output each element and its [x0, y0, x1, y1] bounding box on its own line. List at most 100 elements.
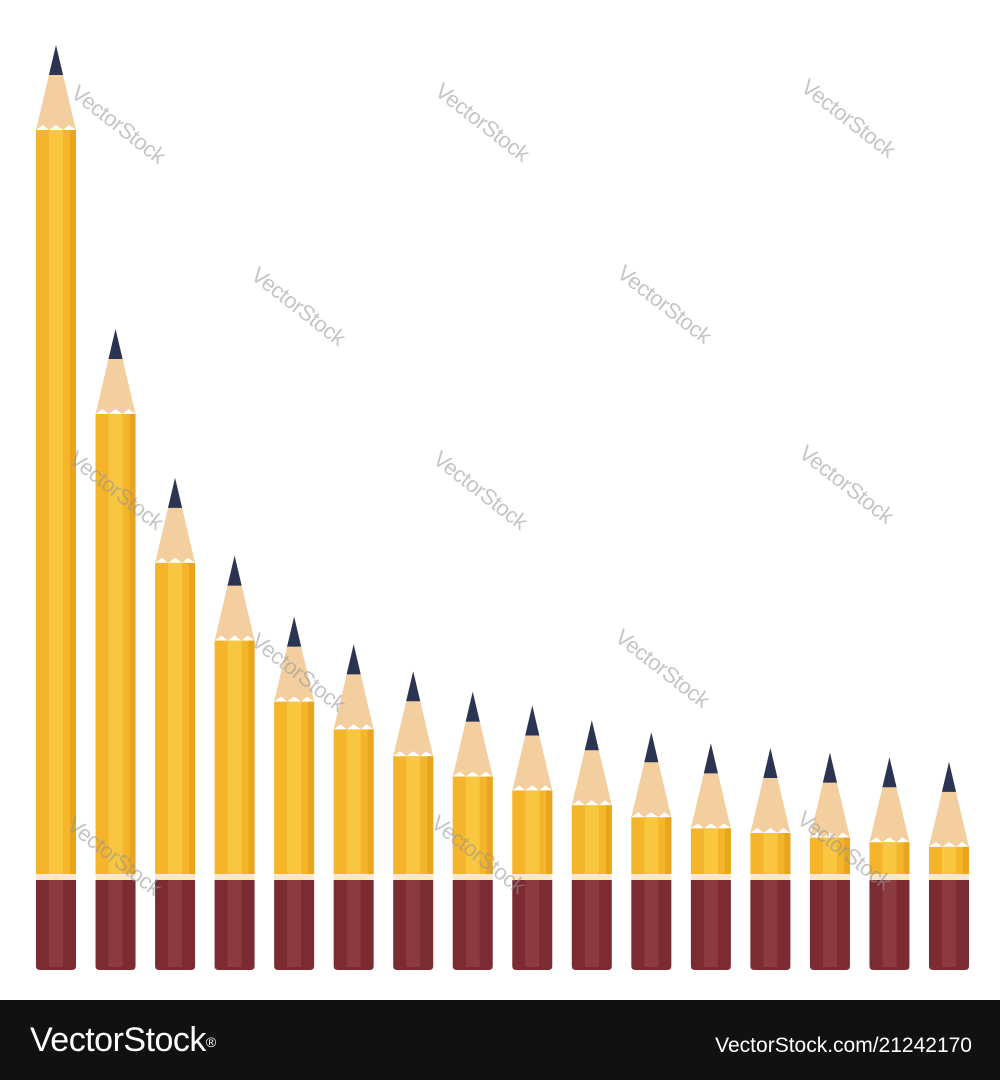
- pencil: [36, 45, 76, 970]
- pencil-ferrule: [214, 874, 255, 880]
- image-id-label: VectorStock.com/21242170: [715, 1034, 972, 1057]
- pencil-wood-tip: [36, 45, 76, 130]
- pencil-lead: [346, 644, 361, 675]
- pencil-ferrule: [809, 874, 850, 880]
- pencil-body-highlight: [703, 828, 718, 874]
- pencil-lead: [703, 743, 718, 774]
- pencil-body-highlight: [525, 790, 540, 874]
- pencil-lead: [406, 671, 421, 702]
- eraser-highlight: [287, 880, 302, 967]
- pencil-wood-tip: [333, 644, 374, 730]
- pencil-lead: [941, 761, 957, 792]
- pencil-ferrule: [274, 874, 315, 880]
- pencil-ferrule: [333, 874, 374, 880]
- pencil: [333, 644, 374, 970]
- pencil-ferrule: [631, 874, 672, 880]
- pencil: [869, 757, 910, 970]
- pencil-ferrule: [36, 874, 76, 880]
- pencil-ferrule: [452, 874, 493, 880]
- pencil-wood-tip: [214, 555, 255, 641]
- pencil-body-shadow: [843, 837, 850, 874]
- pencil-ferrule: [750, 874, 791, 880]
- pencil-body-shadow: [129, 413, 136, 874]
- pencil-body-shadow: [903, 842, 910, 874]
- registered-mark: ®: [205, 1034, 216, 1050]
- pencil-lead: [227, 555, 242, 586]
- footer-bar: VectorStock® VectorStock.com/21242170: [0, 1000, 1000, 1080]
- pencil-wood-tip: [155, 477, 196, 563]
- eraser-highlight: [49, 880, 63, 967]
- footer-logo[interactable]: VectorStock®: [30, 1020, 216, 1060]
- pencil-lead: [465, 691, 480, 722]
- pencil: [452, 691, 493, 970]
- pencil: [929, 761, 969, 970]
- pencil-body-shadow: [427, 756, 434, 874]
- pencil-body-highlight: [465, 776, 480, 874]
- pencil-body-shadow: [189, 562, 196, 874]
- pencil: [393, 671, 434, 970]
- pencil-ferrule: [571, 874, 612, 880]
- pencil-body-highlight: [346, 729, 361, 874]
- pencil: [631, 732, 672, 970]
- pencil-ferrule: [690, 874, 731, 880]
- pencil: [214, 555, 255, 970]
- pencil-body-shadow: [486, 776, 493, 874]
- pencil-lead: [584, 720, 599, 751]
- pencil: [809, 752, 850, 970]
- pencil-body-highlight: [763, 833, 778, 874]
- pencil-ferrule: [95, 874, 136, 880]
- pencil-wood-tip: [809, 752, 850, 838]
- pencil-lead: [882, 757, 897, 788]
- pencil-body-highlight: [584, 805, 599, 874]
- pencil: [155, 477, 196, 970]
- pencil-chart: [36, 45, 969, 970]
- pencil-wood-tip: [452, 691, 493, 777]
- pencil-body-shadow: [724, 828, 731, 874]
- pencil-body-shadow: [70, 130, 76, 874]
- pencil-wood-tip: [690, 743, 731, 829]
- pencil-ferrule: [512, 874, 553, 880]
- eraser-highlight: [406, 880, 421, 967]
- pencil-lead: [644, 732, 659, 763]
- eraser-highlight: [227, 880, 242, 967]
- pencil-body-highlight: [49, 130, 63, 874]
- pencil-lead: [48, 45, 64, 75]
- eraser-highlight: [108, 880, 123, 967]
- pencil-lead: [822, 752, 837, 783]
- pencil-body-highlight: [227, 640, 242, 874]
- pencil-body-shadow: [367, 729, 374, 874]
- pencil-lead: [763, 748, 778, 778]
- pencil-body-highlight: [168, 562, 183, 874]
- pencil-body-shadow: [308, 701, 315, 874]
- pencil-wood-tip: [274, 616, 315, 702]
- pencil-body-shadow: [963, 846, 969, 874]
- pencil: [750, 748, 791, 970]
- pencil-wood-tip: [929, 761, 969, 847]
- pencil: [571, 720, 612, 970]
- pencil: [690, 743, 731, 970]
- pencil-body-highlight: [644, 817, 659, 874]
- eraser-highlight: [346, 880, 361, 967]
- eraser-highlight: [465, 880, 480, 967]
- pencil: [274, 616, 315, 970]
- pencil-body-shadow: [546, 790, 553, 874]
- eraser-highlight: [525, 880, 540, 967]
- pencil-wood-tip: [869, 757, 910, 843]
- pencil-body-highlight: [108, 413, 123, 874]
- eraser-highlight: [763, 880, 778, 967]
- eraser-highlight: [882, 880, 897, 967]
- eraser-highlight: [644, 880, 659, 967]
- pencil-lead: [525, 705, 540, 736]
- pencil-wood-tip: [750, 748, 791, 833]
- eraser-highlight: [703, 880, 718, 967]
- pencil-body-shadow: [665, 817, 672, 874]
- pencil-body-shadow: [605, 805, 612, 874]
- pencil-body-shadow: [248, 640, 255, 874]
- pencil-ferrule: [393, 874, 434, 880]
- pencil-body-highlight: [822, 837, 837, 874]
- footer-logo-text: VectorStock: [30, 1021, 206, 1059]
- pencil-lead: [108, 328, 123, 359]
- pencil-body-highlight: [882, 842, 897, 874]
- pencil-lead: [287, 616, 302, 647]
- pencil-wood-tip: [512, 705, 553, 791]
